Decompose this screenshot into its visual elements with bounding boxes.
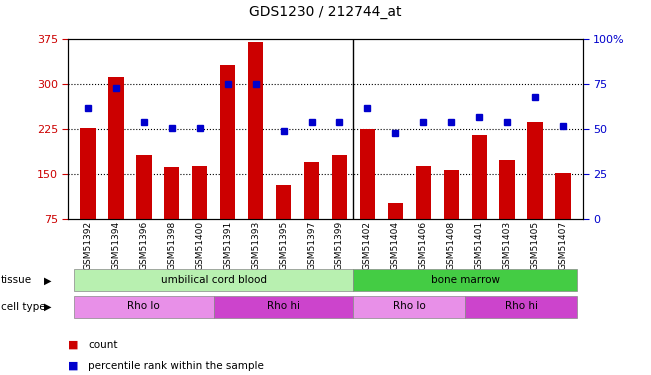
Bar [415,166,431,219]
Text: tissue: tissue [1,275,32,285]
Text: GDS1230 / 212744_at: GDS1230 / 212744_at [249,5,402,19]
Bar [164,167,180,219]
Text: ■: ■ [68,340,79,350]
Bar [192,166,208,219]
Text: Rho hi: Rho hi [267,301,300,311]
Text: percentile rank within the sample: percentile rank within the sample [88,361,264,370]
Text: Rho lo: Rho lo [393,301,426,311]
Bar [332,155,347,219]
Bar [353,296,465,318]
Text: cell type: cell type [1,302,46,312]
Text: Rho lo: Rho lo [128,301,160,311]
Text: bone marrow: bone marrow [431,275,500,285]
Bar [465,296,577,318]
Bar [443,170,459,219]
Bar [108,77,124,219]
Bar [353,269,577,291]
Text: ■: ■ [68,361,79,370]
Bar [304,162,319,219]
Bar [471,135,487,219]
Bar [74,296,214,318]
Bar [499,160,515,219]
Bar [214,296,353,318]
Bar [555,173,571,219]
Bar [276,184,291,219]
Text: Rho hi: Rho hi [505,301,538,311]
Text: umbilical cord blood: umbilical cord blood [161,275,267,285]
Text: count: count [88,340,117,350]
Bar [80,128,96,219]
Bar [388,202,403,219]
Bar [136,155,152,219]
Bar [220,65,236,219]
Bar [360,129,375,219]
Bar [527,122,543,219]
Text: ▶: ▶ [44,302,52,312]
Bar [74,269,353,291]
Bar [248,42,263,219]
Text: ▶: ▶ [44,275,52,285]
